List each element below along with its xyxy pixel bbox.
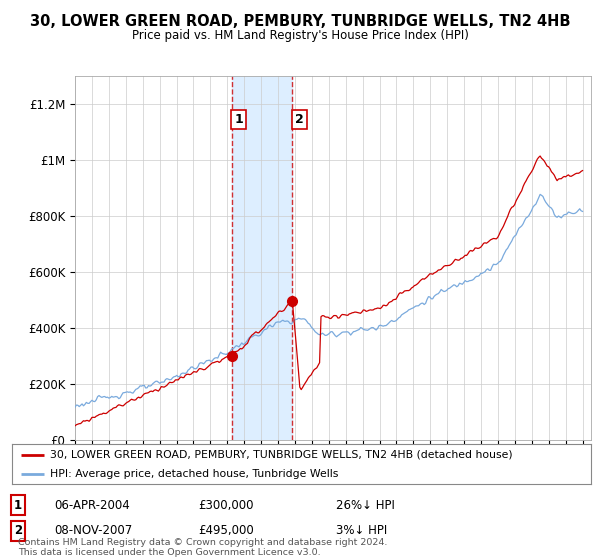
Bar: [232, 76, 292, 440]
Text: Contains HM Land Registry data © Crown copyright and database right 2024.
This d: Contains HM Land Registry data © Crown c…: [18, 538, 388, 557]
Text: £495,000: £495,000: [198, 524, 254, 538]
Text: £300,000: £300,000: [198, 498, 254, 512]
Text: 2: 2: [14, 524, 22, 538]
Text: 08-NOV-2007: 08-NOV-2007: [54, 524, 132, 538]
Text: 26%↓ HPI: 26%↓ HPI: [336, 498, 395, 512]
Text: 06-APR-2004: 06-APR-2004: [54, 498, 130, 512]
Text: 1: 1: [235, 113, 243, 126]
Text: 2: 2: [295, 113, 304, 126]
Text: 30, LOWER GREEN ROAD, PEMBURY, TUNBRIDGE WELLS, TN2 4HB: 30, LOWER GREEN ROAD, PEMBURY, TUNBRIDGE…: [30, 14, 570, 29]
Text: 30, LOWER GREEN ROAD, PEMBURY, TUNBRIDGE WELLS, TN2 4HB (detached house): 30, LOWER GREEN ROAD, PEMBURY, TUNBRIDGE…: [50, 450, 512, 460]
Text: 1: 1: [14, 498, 22, 512]
Text: Price paid vs. HM Land Registry's House Price Index (HPI): Price paid vs. HM Land Registry's House …: [131, 29, 469, 42]
Text: 3%↓ HPI: 3%↓ HPI: [336, 524, 387, 538]
Text: HPI: Average price, detached house, Tunbridge Wells: HPI: Average price, detached house, Tunb…: [50, 469, 338, 478]
